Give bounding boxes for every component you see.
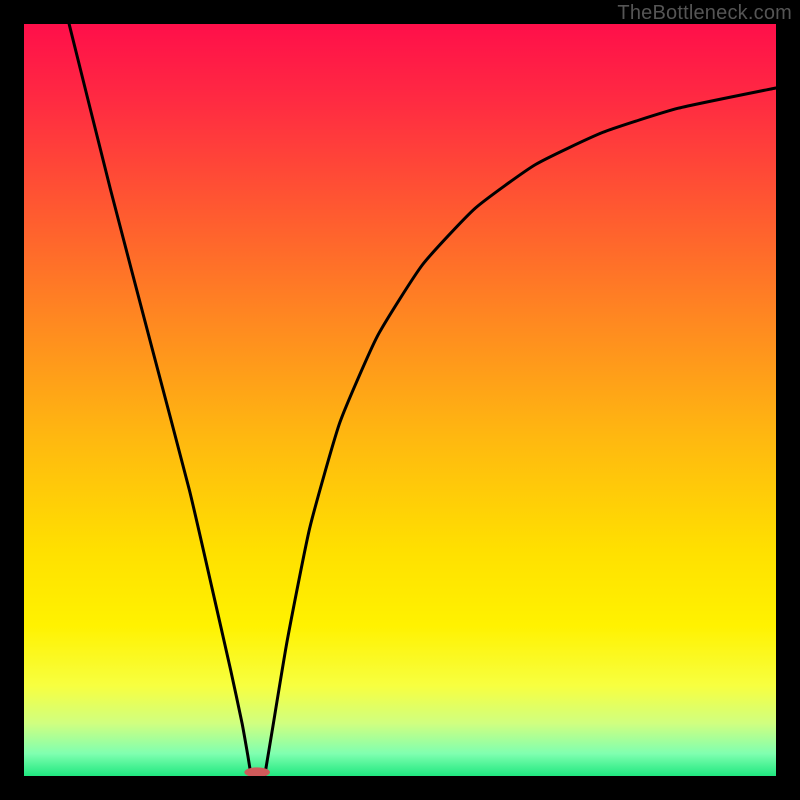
plot-area <box>24 24 776 776</box>
chart-frame: TheBottleneck.com <box>0 0 800 800</box>
chart-svg <box>24 24 776 776</box>
gradient-background <box>24 24 776 776</box>
watermark-text: TheBottleneck.com <box>617 2 792 25</box>
